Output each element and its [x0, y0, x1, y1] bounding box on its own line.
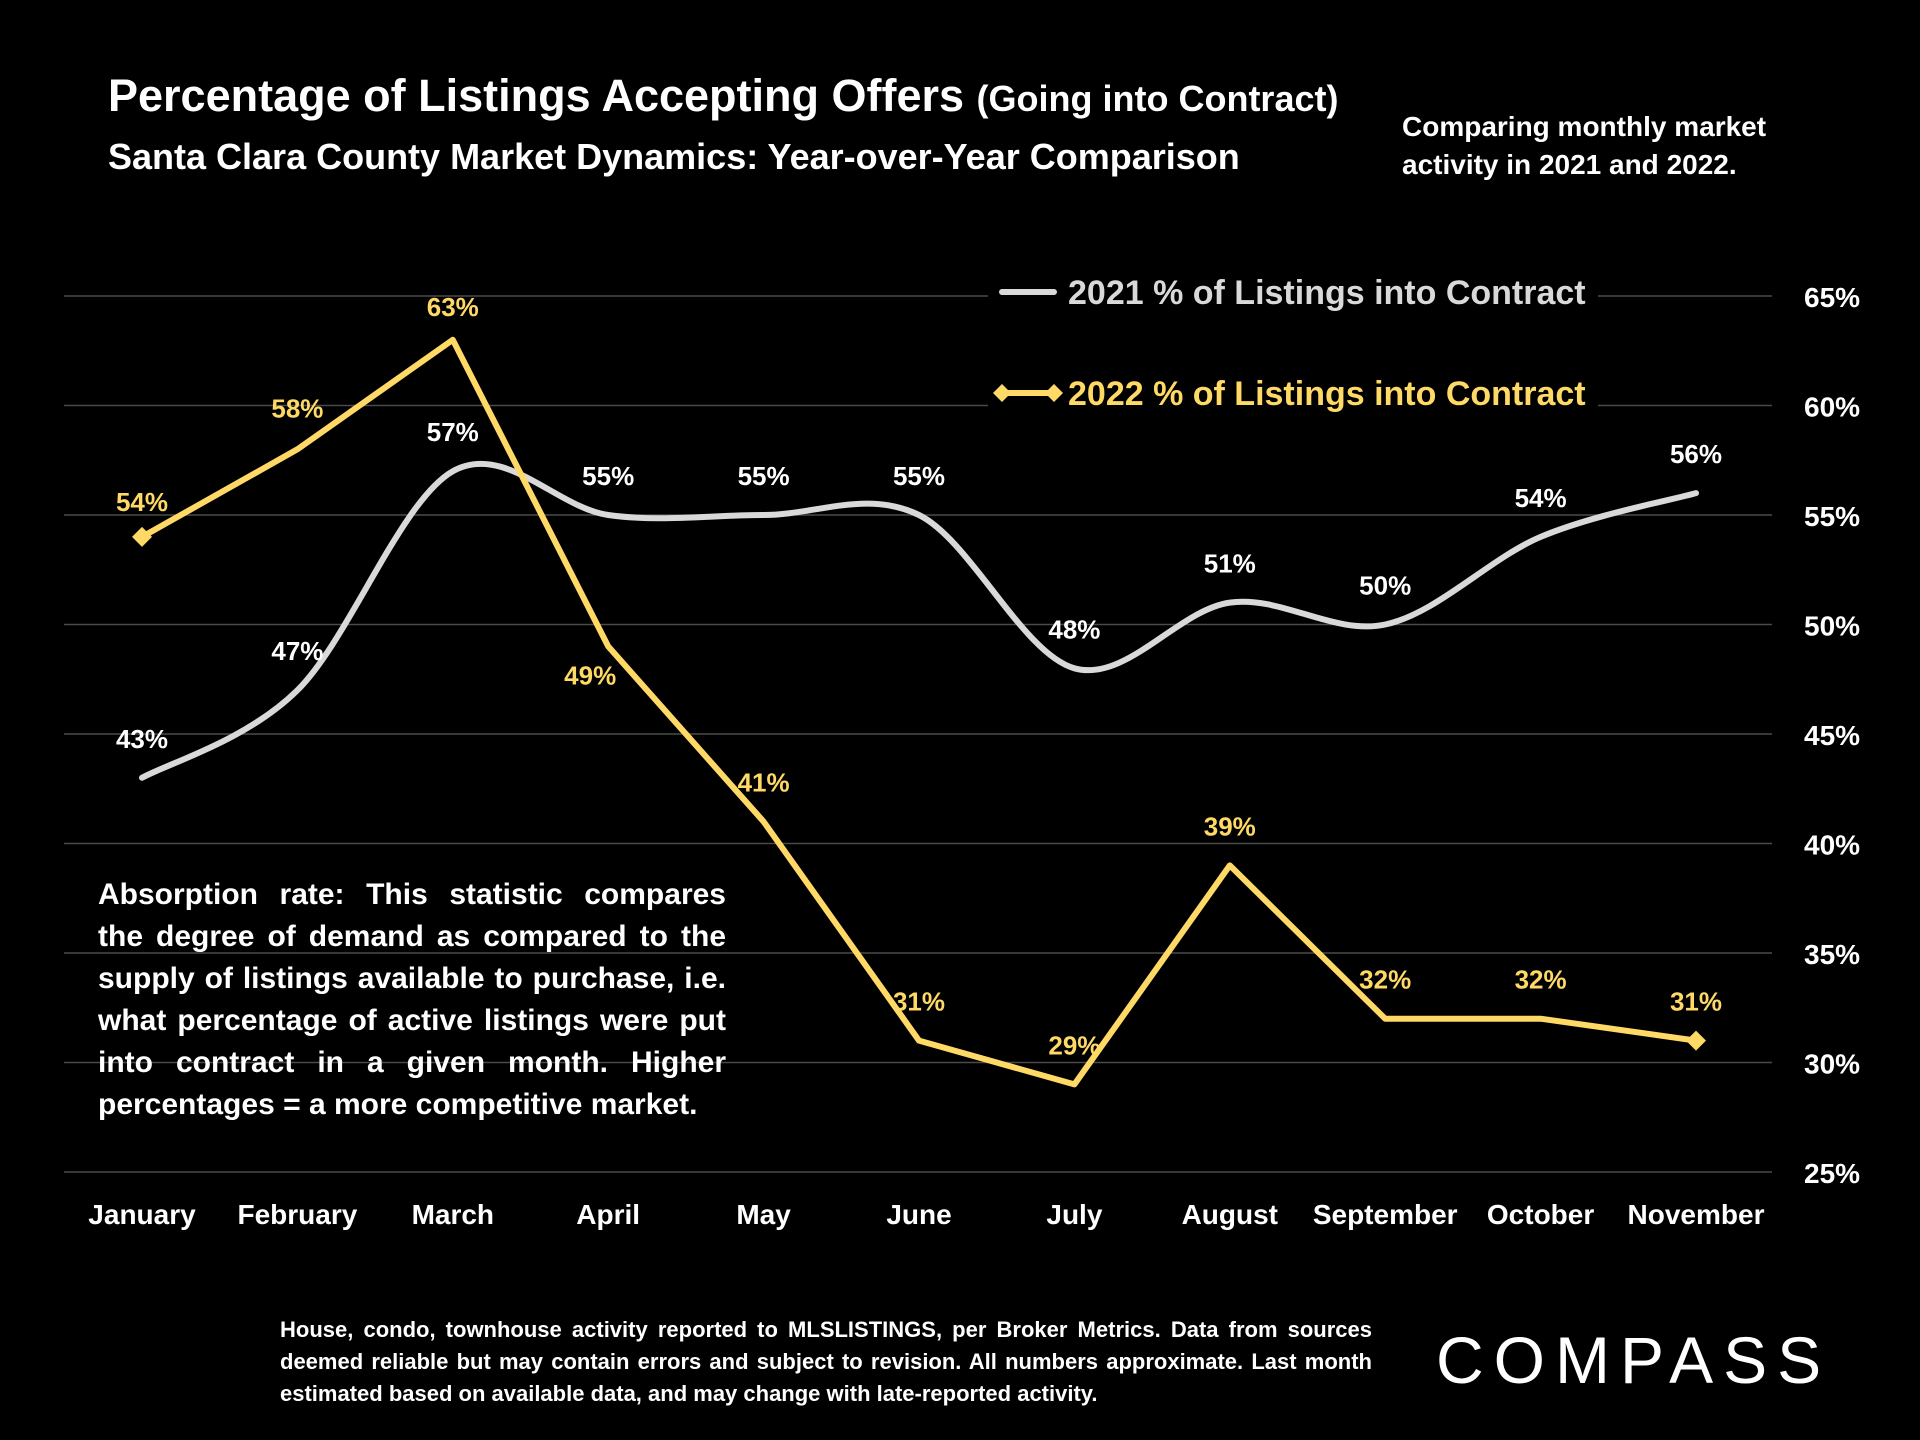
- y-tick-label: 55%: [1804, 501, 1860, 532]
- data-label: 39%: [1204, 811, 1256, 841]
- legend-swatch-marker: [993, 384, 1011, 402]
- data-label: 55%: [893, 461, 945, 491]
- y-tick-label: 40%: [1804, 830, 1860, 861]
- data-label: 47%: [271, 636, 323, 666]
- data-point-marker: [132, 526, 152, 547]
- x-tick-label: March: [412, 1199, 494, 1230]
- y-axis-tick-labels: 25% 30% 35% 40% 45% 50% 55% 60% 65%: [1804, 282, 1860, 1189]
- data-label: 32%: [1359, 965, 1411, 995]
- data-label: 55%: [582, 461, 634, 491]
- legend-label: 2022 % of Listings into Contract: [1068, 375, 1586, 413]
- data-label: 49%: [564, 660, 616, 690]
- absorption-rate-note: Absorption rate: This statistic compares…: [98, 874, 726, 1126]
- y-tick-label: 25%: [1804, 1158, 1860, 1189]
- data-label: 48%: [1048, 614, 1100, 644]
- data-label: 57%: [427, 417, 479, 447]
- legend-swatch-marker: [1045, 384, 1063, 402]
- chart-title: Percentage of Listings Accepting Offers …: [108, 70, 1338, 122]
- chart-subtitle: Santa Clara County Market Dynamics: Year…: [108, 136, 1240, 177]
- x-tick-label: September: [1313, 1199, 1458, 1230]
- series-lines: [139, 336, 1699, 1088]
- x-tick-label: May: [736, 1199, 791, 1230]
- data-markers: [132, 526, 1706, 1051]
- data-label: 43%: [116, 724, 168, 754]
- data-label: 50%: [1359, 571, 1411, 601]
- data-label: 63%: [427, 292, 479, 322]
- title-paren: (Going into Contract): [976, 78, 1339, 119]
- series-line-1: [139, 460, 1699, 781]
- x-tick-label: June: [886, 1199, 951, 1230]
- title-main: Percentage of Listings Accepting Offers: [108, 70, 965, 121]
- x-tick-label: April: [576, 1199, 640, 1230]
- data-label: 32%: [1515, 965, 1567, 995]
- data-label: 55%: [738, 461, 790, 491]
- y-tick-label: 50%: [1804, 611, 1860, 642]
- legend-label: 2021 % of Listings into Contract: [1068, 274, 1586, 312]
- data-point-marker: [1686, 1030, 1706, 1051]
- data-label: 41%: [738, 768, 790, 798]
- side-note: Comparing monthly market activity in 202…: [1402, 111, 1767, 180]
- x-tick-label: August: [1182, 1199, 1278, 1230]
- x-tick-label: February: [237, 1199, 357, 1230]
- y-tick-label: 60%: [1804, 392, 1860, 423]
- source-footnote: House, condo, townhouse activity reporte…: [280, 1317, 1372, 1406]
- data-label: 58%: [271, 393, 323, 423]
- data-label: 31%: [893, 987, 945, 1017]
- data-label: 31%: [1670, 987, 1722, 1017]
- annotation-text: Absorption rate: This statistic compares…: [98, 878, 726, 1121]
- x-axis-tick-labels: January February March April May June July Augu…: [88, 1199, 1764, 1230]
- y-tick-label: 30%: [1804, 1049, 1860, 1080]
- data-label: 56%: [1670, 439, 1722, 469]
- compass-logo: COMPASS: [1436, 1323, 1832, 1397]
- x-tick-label: October: [1487, 1199, 1594, 1230]
- data-label: 54%: [1515, 483, 1567, 513]
- y-tick-label: 35%: [1804, 939, 1860, 970]
- data-labels: 43% 47% 57% 55% 55% 55% 48% 51% 50% 54% 56% 54% 58% 6…: [116, 292, 1722, 1061]
- x-tick-label: November: [1628, 1199, 1765, 1230]
- x-tick-label: January: [88, 1199, 196, 1230]
- data-label: 51%: [1204, 549, 1256, 579]
- legend-background: [988, 262, 1598, 412]
- data-label: 54%: [116, 487, 168, 517]
- x-tick-label: July: [1046, 1199, 1102, 1230]
- series-line-2: [139, 336, 1699, 1088]
- legend: 2021 % of Listings into Contract 2022 % o…: [988, 262, 1598, 413]
- y-tick-label: 45%: [1804, 720, 1860, 751]
- data-label: 29%: [1048, 1030, 1100, 1060]
- y-tick-label: 65%: [1804, 282, 1860, 313]
